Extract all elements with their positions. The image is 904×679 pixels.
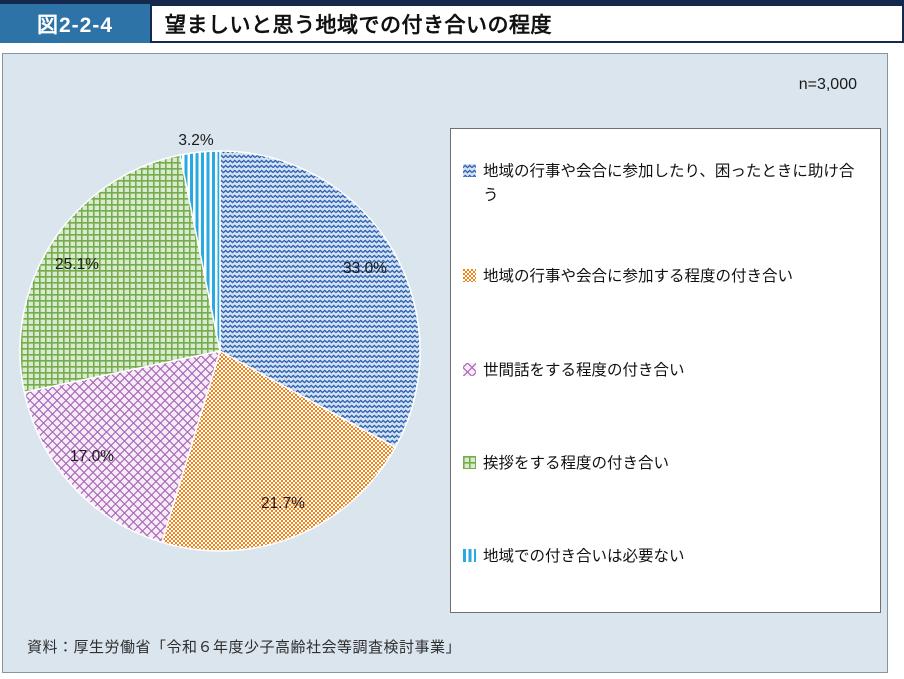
figure-number-badge: 図2-2-4 (0, 4, 150, 43)
legend-item: 世間話をする程度の付き合い (463, 324, 868, 417)
legend-label: 挨拶をする程度の付き合い (483, 454, 670, 472)
legend-item: 地域の行事や会合に参加する程度の付き合い (463, 230, 868, 323)
figure-number: 図2-2-4 (36, 13, 114, 37)
pie-slice-greetings (19, 154, 221, 393)
legend-label: 地域の行事や会合に参加する程度の付き合い (483, 268, 794, 286)
chart-panel: n=3,000 33.0% 21.7% 17.0% 25.1% 3.2% 地域の… (2, 53, 888, 673)
cyan-stripes-swatch-icon (463, 549, 476, 563)
orange-checker-swatch-icon (463, 269, 476, 283)
pie-chart: 33.0% 21.7% 17.0% 25.1% 3.2% (19, 132, 421, 552)
sample-size-label: n=3,000 (798, 76, 857, 93)
pie-slice-small-talk (23, 350, 221, 544)
legend-box: 地域の行事や会合に参加したり、困ったときに助け合う 地域の行事や会合に参加する程… (450, 128, 881, 613)
legend-label: 地域の行事や会合に参加したり、困ったときに助け合う (483, 162, 855, 204)
pie-slice-no-association (179, 150, 221, 352)
green-grid-swatch-icon (463, 455, 476, 469)
legend-item: 地域の行事や会合に参加したり、困ったときに助け合う (463, 137, 868, 230)
figure-title-box: 望ましいと思う地域での付き合いの程度 (150, 4, 904, 43)
source-note: 資料：厚生労働省「令和６年度少子高齢社会等調査検討事業」 (27, 639, 462, 656)
blue-wave-swatch-icon (463, 163, 476, 177)
pie-label-greetings: 25.1% (55, 256, 99, 273)
page-title: 望ましいと思う地域での付き合いの程度 (165, 13, 552, 37)
pie-slice-participate-events (161, 350, 397, 552)
pie-slice-help-each-other (219, 150, 421, 449)
pie-label-help-each-other: 33.0% (343, 260, 387, 277)
pie-label-participate-events: 21.7% (261, 495, 305, 512)
legend-label: 世間話をする程度の付き合い (483, 361, 685, 379)
pie-label-small-talk: 17.0% (70, 448, 114, 465)
pie-label-no-association: 3.2% (178, 132, 214, 149)
legend-item: 地域での付き合いは必要ない (463, 511, 868, 604)
pink-lattice-swatch-icon (463, 362, 476, 376)
legend-item: 挨拶をする程度の付き合い (463, 417, 868, 510)
figure-header: 図2-2-4 望ましいと思う地域での付き合いの程度 (0, 0, 904, 43)
legend-label: 地域での付き合いは必要ない (483, 548, 685, 566)
